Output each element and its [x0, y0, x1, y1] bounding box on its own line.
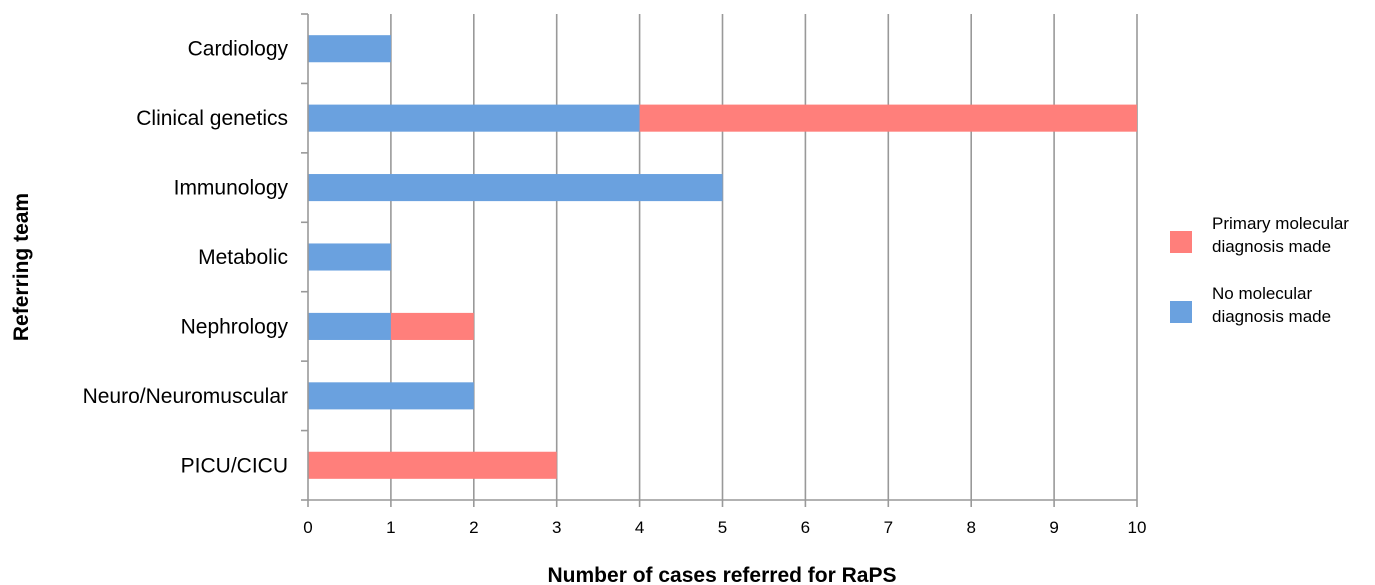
bar-picu-cicu-series-1 — [308, 451, 557, 479]
bars — [308, 35, 1137, 479]
x-tick-label-3: 3 — [552, 518, 561, 537]
y-axis-title: Referring team — [10, 193, 33, 341]
y-tick-label-3: Metabolic — [198, 246, 288, 269]
bar-clinical-genetics-series-0 — [308, 104, 640, 132]
legend: Primary molecular diagnosis made No molecu… — [1170, 214, 1349, 326]
legend-swatch-1 — [1170, 301, 1192, 323]
y-tick-label-4: Nephrology — [181, 315, 289, 338]
legend-swatch-0 — [1170, 231, 1192, 253]
y-tick-label-6: PICU/CICU — [181, 454, 288, 477]
x-axis-title: Number of cases referred for RaPS — [548, 564, 897, 585]
axes — [301, 13, 1138, 507]
bar-nephrology-series-1 — [390, 312, 474, 340]
y-tick-label-5: Neuro/Neuromuscular — [83, 385, 288, 408]
bar-cardiology-series-0 — [308, 35, 391, 63]
bar-neuro-neuromuscular-series-0 — [308, 382, 474, 410]
x-tick-label-7: 7 — [884, 518, 893, 537]
gridlines — [390, 14, 1138, 500]
x-tick-label-8: 8 — [966, 518, 975, 537]
y-tick-label-2: Immunology — [174, 177, 289, 200]
bar-nephrology-series-0 — [308, 312, 391, 340]
x-tick-label-0: 0 — [303, 518, 312, 537]
y-tick-label-1: Clinical genetics — [136, 107, 288, 130]
x-tick-labels: 0 1 2 3 4 5 6 7 8 9 10 — [303, 518, 1146, 537]
y-tick-label-0: Cardiology — [188, 38, 289, 61]
x-tick-label-9: 9 — [1049, 518, 1058, 537]
legend-label-1-line-1: diagnosis made — [1212, 307, 1331, 326]
legend-label-0-line-1: diagnosis made — [1212, 237, 1331, 256]
x-tick-label-5: 5 — [718, 518, 727, 537]
legend-label-0-line-0: Primary molecular — [1212, 214, 1349, 233]
bar-metabolic-series-0 — [308, 243, 391, 271]
legend-label-1-line-0: No molecular — [1212, 284, 1312, 303]
x-tick-label-1: 1 — [386, 518, 395, 537]
x-tick-label-6: 6 — [801, 518, 810, 537]
x-tick-label-10: 10 — [1128, 518, 1147, 537]
bar-immunology-series-0 — [308, 174, 723, 202]
bar-clinical-genetics-series-1 — [639, 104, 1137, 132]
x-tick-label-2: 2 — [469, 518, 478, 537]
y-tick-labels: Cardiology Clinical genetics Immunology Met… — [83, 38, 289, 478]
x-tick-label-4: 4 — [635, 518, 644, 537]
